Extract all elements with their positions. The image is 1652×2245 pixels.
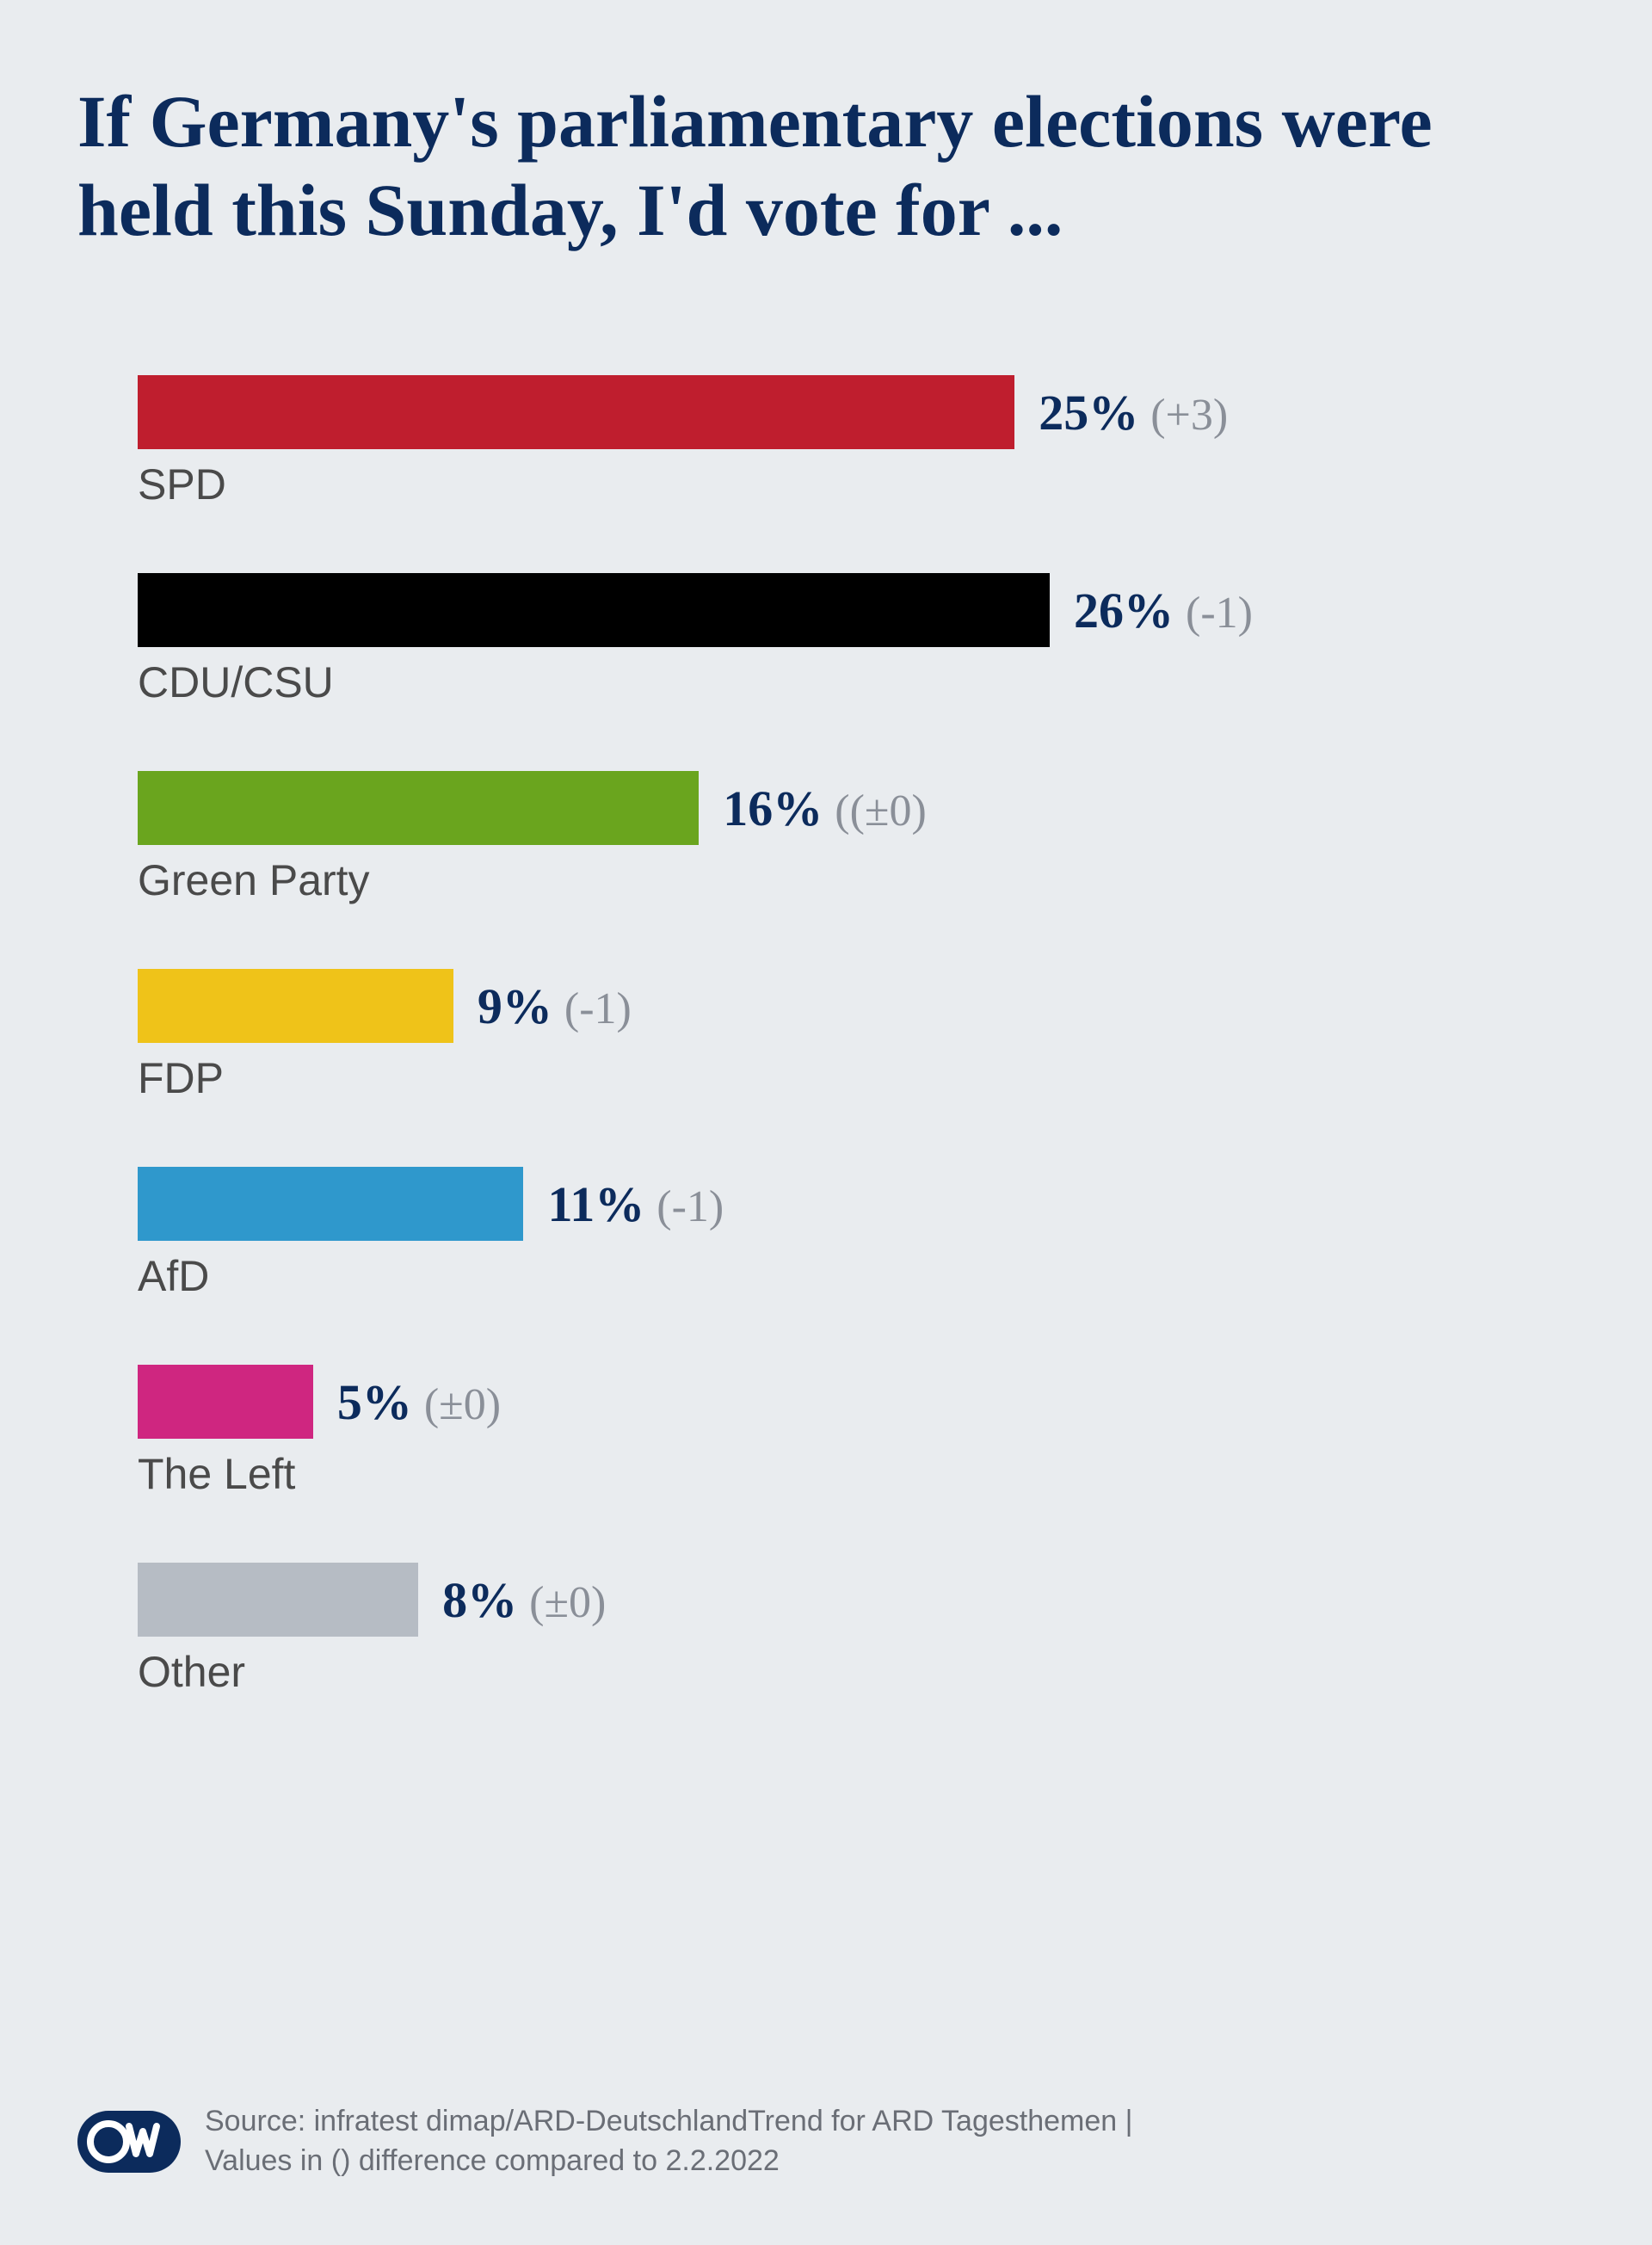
bar-value-group: 16%((±0) bbox=[723, 780, 927, 837]
bar-value-group: 11%(-1) bbox=[547, 1175, 724, 1233]
bar-label: The Left bbox=[138, 1449, 1514, 1499]
bar-label: Other bbox=[138, 1647, 1514, 1697]
bar-row: 25%(+3) SPD bbox=[138, 375, 1514, 509]
bar-label: AfD bbox=[138, 1251, 1514, 1301]
bar-value-group: 8%(±0) bbox=[442, 1571, 606, 1629]
source-line-2: Values in () difference compared to 2.2.… bbox=[205, 2144, 780, 2177]
bar-row: 9%(-1) FDP bbox=[138, 969, 1514, 1103]
bar-delta: (+3) bbox=[1150, 390, 1228, 441]
bar-fill bbox=[138, 1167, 523, 1241]
bar-line: 8%(±0) bbox=[138, 1563, 1514, 1637]
bar-value: 8% bbox=[442, 1571, 517, 1629]
bar-value: 16% bbox=[723, 780, 823, 837]
bar-value: 5% bbox=[337, 1373, 412, 1431]
bar-line: 5%(±0) bbox=[138, 1365, 1514, 1439]
bar-delta: (±0) bbox=[529, 1577, 606, 1628]
source-text: Source: infratest dimap/ARD-DeutschlandT… bbox=[205, 2102, 1132, 2181]
bar-label: CDU/CSU bbox=[138, 657, 1514, 707]
bar-value: 11% bbox=[547, 1175, 644, 1233]
bar-fill bbox=[138, 375, 1014, 449]
bar-line: 16%((±0) bbox=[138, 771, 1514, 845]
source-line-1: Source: infratest dimap/ARD-DeutschlandT… bbox=[205, 2105, 1132, 2137]
bar-chart: 25%(+3)SPD26%(-1)CDU/CSU16%((±0)Green Pa… bbox=[138, 375, 1514, 1697]
bar-row: 26%(-1) CDU/CSU bbox=[138, 573, 1514, 707]
bar-fill bbox=[138, 1365, 313, 1439]
bar-fill bbox=[138, 573, 1050, 647]
bar-fill bbox=[138, 1563, 418, 1637]
bar-label: Green Party bbox=[138, 855, 1514, 905]
bar-label: SPD bbox=[138, 459, 1514, 509]
bar-row: 16%((±0) Green Party bbox=[138, 771, 1514, 905]
bar-delta: ((±0) bbox=[835, 786, 927, 836]
bar-value: 9% bbox=[478, 978, 552, 1035]
bar-line: 11%(-1) bbox=[138, 1167, 1514, 1241]
bar-delta: (-1) bbox=[564, 984, 632, 1034]
bar-value: 25% bbox=[1039, 384, 1138, 441]
bar-value-group: 9%(-1) bbox=[478, 978, 632, 1035]
bar-row: 5%(±0) The Left bbox=[138, 1365, 1514, 1499]
bar-value-group: 26%(-1) bbox=[1074, 582, 1253, 639]
bar-line: 26%(-1) bbox=[138, 573, 1514, 647]
bar-fill bbox=[138, 969, 453, 1043]
bar-label: FDP bbox=[138, 1053, 1514, 1103]
bar-value: 26% bbox=[1074, 582, 1174, 639]
bar-delta: (-1) bbox=[656, 1181, 724, 1232]
bar-delta: (-1) bbox=[1186, 588, 1253, 638]
bar-value-group: 5%(±0) bbox=[337, 1373, 501, 1431]
bar-line: 25%(+3) bbox=[138, 375, 1514, 449]
chart-footer: Source: infratest dimap/ARD-DeutschlandT… bbox=[77, 2102, 1575, 2181]
bar-row: 11%(-1) AfD bbox=[138, 1167, 1514, 1301]
bar-fill bbox=[138, 771, 699, 845]
bar-line: 9%(-1) bbox=[138, 969, 1514, 1043]
dw-logo-icon bbox=[77, 2111, 181, 2173]
bar-row: 8%(±0) Other bbox=[138, 1563, 1514, 1697]
bar-delta: (±0) bbox=[424, 1379, 501, 1430]
chart-title: If Germany's parliamentary elections wer… bbox=[77, 77, 1575, 255]
bar-value-group: 25%(+3) bbox=[1039, 384, 1228, 441]
